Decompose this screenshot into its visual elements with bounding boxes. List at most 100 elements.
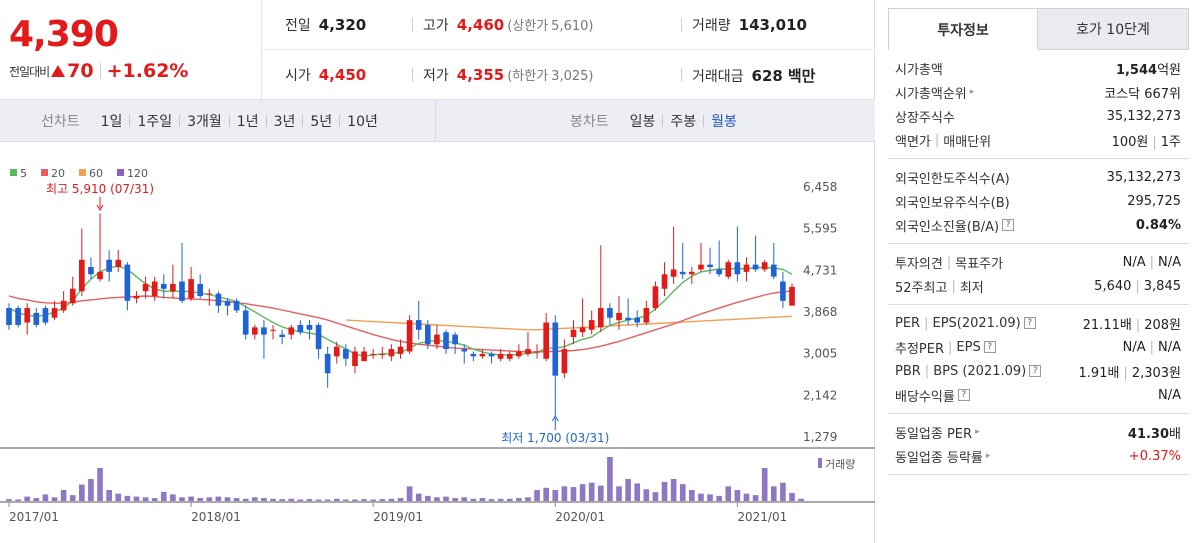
tab-3개월[interactable]: 3개월 <box>187 114 222 130</box>
tab-1일[interactable]: 1일 <box>100 114 123 130</box>
volume-bar <box>197 498 204 501</box>
candle-body <box>115 259 122 268</box>
candle-body <box>506 353 513 359</box>
candle-body <box>406 320 413 352</box>
candle-body <box>142 283 149 292</box>
candle-body <box>516 351 522 357</box>
volume-bar <box>461 497 468 501</box>
help-icon[interactable]: ? <box>957 389 970 401</box>
info-key: 외국인한도주식수(A) <box>895 168 1010 187</box>
candle-body <box>634 317 641 323</box>
info-key: 배당수익률? <box>895 386 970 405</box>
volume-bar <box>607 457 613 501</box>
x-tick-label: 2017/01 <box>9 510 59 524</box>
volume-bar <box>698 493 704 501</box>
info-key[interactable]: 시가총액순위 ▸ <box>895 83 974 102</box>
tab-10년[interactable]: 10년 <box>347 114 378 130</box>
y-tick-label: 3,868 <box>803 305 837 319</box>
candle-body <box>279 334 285 338</box>
divider <box>412 17 413 32</box>
volume-bar <box>261 498 267 501</box>
info-section: 시가총액 1,544억원 시가총액순위 ▸ 코스닥 667위 상장주식수 35,132,27… <box>888 50 1189 159</box>
info-key-text: 상장주식수 <box>895 110 955 126</box>
x-tick-label: 2021/01 <box>737 510 787 524</box>
trade-amount-label: 거래대금 <box>692 68 744 85</box>
help-icon[interactable]: ? <box>1029 365 1042 377</box>
candle-body <box>370 353 377 355</box>
tab-5년[interactable]: 5년 <box>310 114 333 130</box>
legend-swatch <box>41 169 48 176</box>
volume-bar <box>406 486 413 501</box>
info-key[interactable]: 동일업종 등락률 ▸ <box>895 447 990 466</box>
volume-bar <box>370 499 377 501</box>
trade-amount-unit: 백만 <box>787 66 816 85</box>
y-tick-label: 5,595 <box>803 222 837 236</box>
volume-bar <box>424 495 431 501</box>
candle-body <box>707 264 713 268</box>
volume-bar <box>443 496 449 501</box>
candle-body <box>588 320 595 330</box>
y-tick-label: 2,142 <box>803 388 837 402</box>
volume-bar <box>488 499 495 501</box>
info-key-text: 최저 <box>959 280 984 296</box>
open-price: 시가 4,450 <box>262 65 412 85</box>
tab-divider <box>662 115 664 127</box>
divider <box>412 68 413 82</box>
info-key[interactable]: 동일업종 PER ▸ <box>895 423 980 442</box>
volume-bar <box>170 494 176 501</box>
candle-body <box>670 269 677 277</box>
volume-bar <box>725 486 732 501</box>
tab-1주일[interactable]: 1주일 <box>137 114 173 130</box>
help-icon[interactable]: ? <box>1023 317 1036 329</box>
volume-bar <box>716 495 722 501</box>
tab-주봉[interactable]: 주봉 <box>670 114 697 130</box>
help-icon[interactable]: ? <box>983 341 996 353</box>
info-value: N/A <box>1158 387 1181 403</box>
candle-body <box>716 269 722 275</box>
tab-월봉[interactable]: 월봉 <box>711 114 737 130</box>
volume-bar <box>479 498 486 501</box>
volume-bar <box>552 490 559 501</box>
info-section: 투자의견 | 목표주가 N/A | N/A 52주최고 | 최저 5,640 | 3,845 <box>888 244 1189 305</box>
separator: | <box>948 339 953 355</box>
candle-body <box>233 300 240 311</box>
help-icon[interactable]: ? <box>1002 219 1015 231</box>
volume-bar <box>434 497 440 501</box>
stats-row-1: 전일 4,320 고가 4,460 (상한가 5,610) 거래량 143,01… <box>262 0 875 50</box>
info-key-text: EPS(2021.09) <box>932 315 1021 331</box>
divider <box>681 68 682 82</box>
volume-bar <box>179 497 185 501</box>
volume-bar <box>315 499 322 501</box>
volume-bar <box>397 498 404 501</box>
candle-body <box>552 322 559 376</box>
info-value: 코스닥 667위 <box>1104 86 1181 102</box>
candle-chart-tabs: 봉차트 일봉 주봉 월봉 <box>437 100 875 142</box>
tab-1년[interactable]: 1년 <box>236 114 259 130</box>
info-key: 외국인소진율(B/A)? <box>895 216 1015 235</box>
volume-bar <box>69 495 76 501</box>
info-key-text: 시가총액 <box>895 62 943 78</box>
volume-bar <box>761 468 768 501</box>
candle-body <box>388 349 395 357</box>
candle-body <box>333 346 340 357</box>
tab-일봉[interactable]: 일봉 <box>629 114 656 130</box>
current-price: 4,390 <box>9 14 119 55</box>
candle-body <box>124 264 131 301</box>
stock-chart-panel: 4,390 전일대비 70 +1.62% 전일 4,320 고가 4,460 ( <box>0 0 875 543</box>
volume-bar <box>279 499 285 501</box>
x-tick-label: 2019/01 <box>373 510 423 524</box>
tab-3년[interactable]: 3년 <box>273 114 296 130</box>
volume-bar <box>60 490 67 501</box>
open-label: 시가 <box>285 68 311 84</box>
tab-investment-info[interactable]: 투자정보 <box>888 8 1038 50</box>
candle-body <box>6 308 12 325</box>
trade-amount-value: 628 <box>751 66 783 85</box>
info-key: PBR | BPS (2021.09)? <box>895 364 1042 379</box>
x-tick-label: 2018/01 <box>191 510 241 524</box>
volume-bar <box>15 499 21 501</box>
info-section: PER | EPS(2021.09)? 21.11배 | 208원 추정PER | EPS? N/… <box>888 305 1189 414</box>
info-value: N/A | N/A <box>1122 339 1181 355</box>
candle-body <box>160 283 167 289</box>
candle-body <box>197 283 204 296</box>
tab-order-book-10[interactable]: 호가 10단계 <box>1038 8 1189 50</box>
